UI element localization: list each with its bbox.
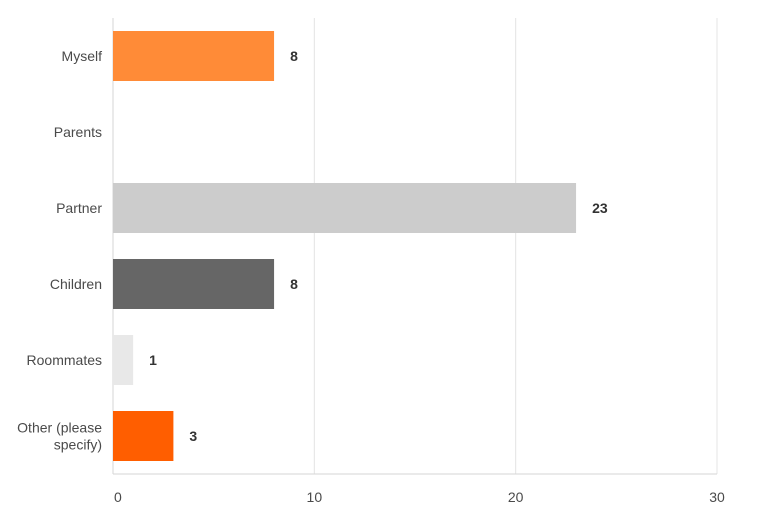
value-label-children: 8	[290, 276, 298, 292]
category-label-children: Children	[50, 276, 102, 292]
bar-myself	[113, 31, 275, 81]
value-labels: 8 23 8 1 3	[149, 48, 608, 444]
bar-partner	[113, 183, 577, 233]
bar-children	[113, 259, 275, 309]
category-label-parents: Parents	[54, 124, 102, 140]
category-labels: Myself Parents Partner Children Roommates Oth…	[17, 48, 102, 453]
category-label-partner: Partner	[56, 200, 102, 216]
x-axis-tick-labels: 0 10 20 30	[114, 489, 725, 505]
category-label-myself: Myself	[62, 48, 103, 64]
x-tick-label-10: 10	[307, 489, 323, 505]
value-label-other-please-specify: 3	[189, 428, 197, 444]
bars	[113, 31, 577, 461]
category-label-roommates: Roommates	[27, 352, 102, 368]
gridlines	[112, 18, 718, 475]
x-tick-label-0: 0	[114, 489, 122, 505]
category-label-other-please-specify: Other (please specify)	[17, 420, 102, 453]
value-label-partner: 23	[592, 200, 608, 216]
value-label-roommates: 1	[149, 352, 157, 368]
x-tick-label-30: 30	[709, 489, 725, 505]
x-tick-label-20: 20	[508, 489, 524, 505]
value-label-myself: 8	[290, 48, 298, 64]
bar-other-please-specify	[113, 411, 174, 461]
bar-roommates	[113, 335, 134, 385]
